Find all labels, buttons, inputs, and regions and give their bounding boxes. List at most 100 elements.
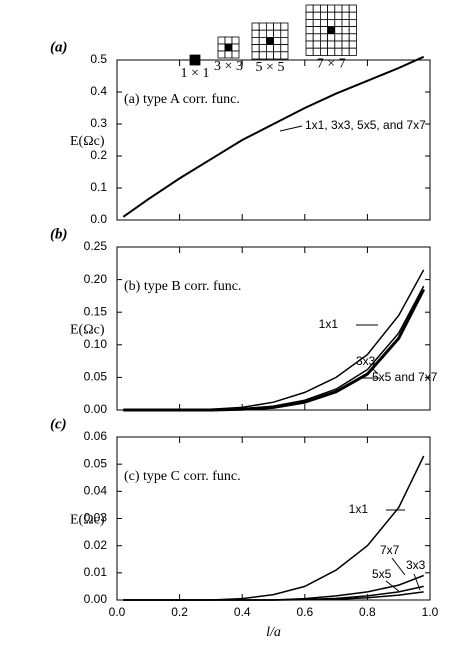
window-cell xyxy=(319,47,328,56)
window-cell xyxy=(327,26,336,35)
subtitle: (b) type B corr. func. xyxy=(124,279,241,294)
subtitle: (c) type C corr. func. xyxy=(124,469,241,484)
window-cell xyxy=(327,18,336,27)
y-tick-label: 0.5 xyxy=(90,52,107,66)
window-cell xyxy=(312,33,321,42)
series-label: 5x5 xyxy=(372,567,392,581)
series-label: 3x3 xyxy=(406,558,426,572)
y-tick-label: 0.20 xyxy=(84,272,108,286)
series-label: 7x7 xyxy=(380,543,400,557)
window-cell xyxy=(258,51,267,60)
x-tick-label: 0.6 xyxy=(296,605,313,619)
window-cell xyxy=(258,29,267,38)
plot-frame xyxy=(116,246,431,411)
window-cell xyxy=(231,36,240,45)
y-tick-label: 0.02 xyxy=(84,538,108,552)
y-tick-label: 0.03 xyxy=(84,511,108,525)
window-cell xyxy=(319,4,328,13)
series-label: 1x1 xyxy=(349,502,369,516)
window-cell xyxy=(258,44,267,53)
window-cell xyxy=(348,18,357,27)
window-cell xyxy=(189,54,201,66)
y-axis-label: E(Ωc) xyxy=(70,134,105,149)
window-cell xyxy=(348,40,357,49)
window-cell xyxy=(319,33,328,42)
window-cell xyxy=(217,50,226,59)
series-label: 1x1 xyxy=(319,317,339,331)
panel-label: (a) xyxy=(50,39,68,55)
y-tick-label: 0.0 xyxy=(90,212,107,226)
window-cell xyxy=(348,47,357,56)
window-cell xyxy=(348,26,357,35)
x-tick-label: 0.2 xyxy=(171,605,188,619)
window-cell xyxy=(280,44,289,53)
window-cell xyxy=(280,51,289,60)
curve xyxy=(123,285,425,411)
window-cell xyxy=(231,50,240,59)
y-tick-label: 0.05 xyxy=(84,456,108,470)
window-cell xyxy=(265,51,274,60)
window-cell xyxy=(305,47,314,56)
window-cell xyxy=(251,51,260,60)
window-label: 1 × 1 xyxy=(181,66,210,81)
window-cell xyxy=(334,33,343,42)
window-cell xyxy=(224,43,233,52)
window-cell xyxy=(312,18,321,27)
window-cell xyxy=(334,18,343,27)
plot-frame xyxy=(116,59,431,221)
window-cell xyxy=(280,37,289,46)
window-cell xyxy=(231,43,240,52)
window-cell xyxy=(251,22,260,31)
x-tick-label: 0.8 xyxy=(359,605,376,619)
window-cell xyxy=(341,4,350,13)
y-axis-label: E(Ωc) xyxy=(70,513,105,528)
y-tick-label: 0.06 xyxy=(84,429,108,443)
x-tick-label: 0.0 xyxy=(109,605,126,619)
window-cell xyxy=(265,44,274,53)
window-cell xyxy=(327,11,336,20)
window-cell xyxy=(273,22,282,31)
curve xyxy=(123,591,424,601)
window-cell xyxy=(224,36,233,45)
window-cell xyxy=(348,11,357,20)
window-cell xyxy=(327,33,336,42)
window-cell xyxy=(305,4,314,13)
window-cell xyxy=(217,36,226,45)
window-cell xyxy=(305,40,314,49)
x-axis-label: l/a xyxy=(266,625,281,640)
leader-line xyxy=(279,125,303,132)
window-cell xyxy=(258,22,267,31)
y-tick-label: 0.25 xyxy=(84,239,108,253)
window-cell xyxy=(334,11,343,20)
x-tick-label: 0.4 xyxy=(234,605,251,619)
window-cell xyxy=(334,40,343,49)
leader-line xyxy=(385,580,401,593)
curve xyxy=(123,288,426,412)
window-cell xyxy=(280,29,289,38)
window-cell xyxy=(305,18,314,27)
y-tick-label: 0.2 xyxy=(90,148,107,162)
window-cell xyxy=(312,26,321,35)
window-label: 5 × 5 xyxy=(256,60,285,75)
series-label: 1x1, 3x3, 5x5, and 7x7 xyxy=(305,118,426,132)
y-tick-label: 0.1 xyxy=(90,180,107,194)
panel-label: (c) xyxy=(50,416,67,432)
window-cell xyxy=(319,18,328,27)
window-cell xyxy=(319,11,328,20)
window-cell xyxy=(327,4,336,13)
window-cell xyxy=(341,40,350,49)
y-axis-label: E(Ωc) xyxy=(70,323,105,338)
window-cell xyxy=(327,47,336,56)
window-cell xyxy=(312,4,321,13)
window-label: 3 × 3 xyxy=(214,59,243,74)
window-cell xyxy=(251,37,260,46)
y-tick-label: 0.00 xyxy=(84,592,108,606)
subtitle: (a) type A corr. func. xyxy=(124,92,240,107)
y-tick-label: 0.10 xyxy=(84,337,108,351)
y-tick-label: 0.05 xyxy=(84,370,108,384)
series-label: 3x3 xyxy=(356,354,376,368)
panel-label: (b) xyxy=(50,226,68,242)
y-tick-label: 0.4 xyxy=(90,84,107,98)
window-cell xyxy=(327,40,336,49)
leader-line xyxy=(413,573,421,591)
